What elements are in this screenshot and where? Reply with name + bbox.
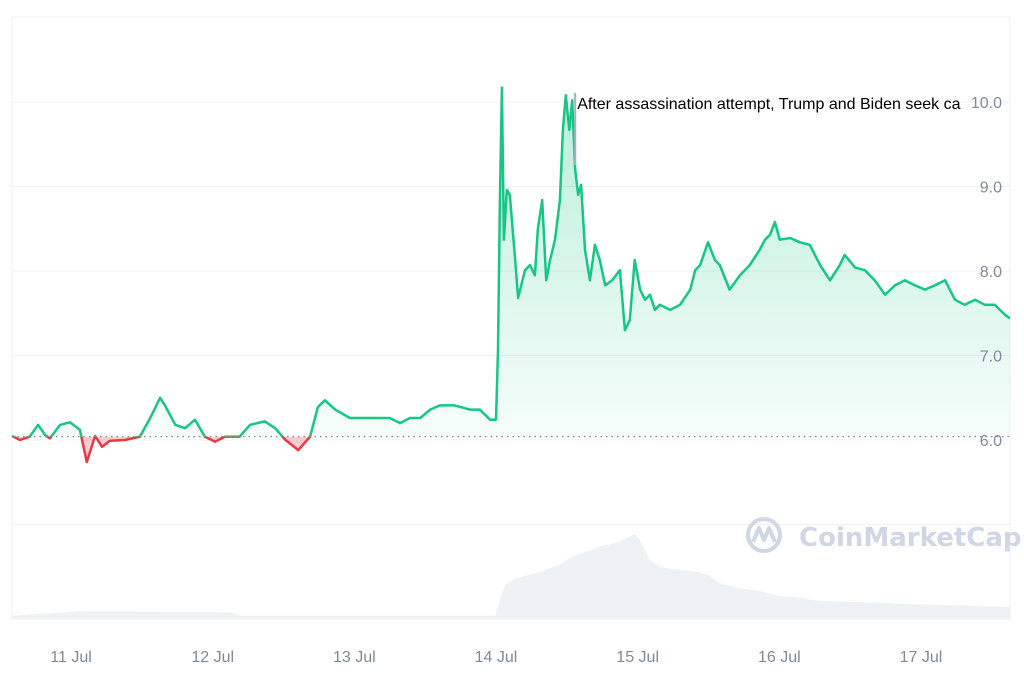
- y-tick-label: 6.0: [980, 433, 1002, 450]
- price-area-up: [12, 87, 1010, 437]
- x-tick-label: 17 Jul: [900, 649, 943, 666]
- x-tick-label: 14 Jul: [475, 649, 518, 666]
- x-tick-label: 16 Jul: [758, 649, 801, 666]
- x-tick-label: 13 Jul: [333, 649, 376, 666]
- x-tick-label: 15 Jul: [616, 649, 659, 666]
- price-line-up: [11, 86, 1011, 437]
- watermark-logo: CoinMarketCap: [746, 517, 1022, 553]
- y-tick-label: 9.0: [980, 180, 1002, 197]
- watermark-text: CoinMarketCap: [799, 523, 1022, 553]
- x-tick-label: 11 Jul: [50, 649, 92, 666]
- y-tick-label: 7.0: [980, 349, 1002, 366]
- price-area-down: [12, 436, 1010, 462]
- coinmarketcap-logo-icon: [746, 517, 782, 553]
- y-tick-label: 10.0: [971, 95, 1002, 112]
- y-tick-label: 8.0: [980, 264, 1002, 281]
- volume-area: [12, 534, 1010, 619]
- x-tick-label: 12 Jul: [191, 649, 234, 666]
- annotation-label[interactable]: After assassination attempt, Trump and B…: [577, 96, 960, 113]
